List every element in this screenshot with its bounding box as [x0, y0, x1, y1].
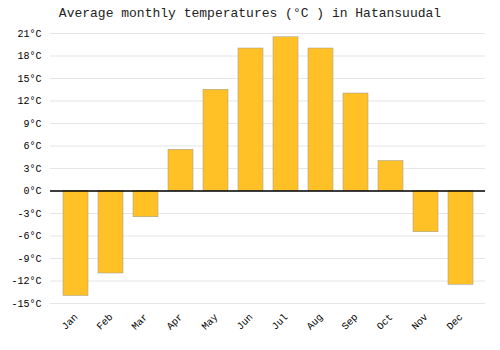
svg-text:Apr: Apr	[165, 312, 186, 333]
svg-text:May: May	[200, 312, 221, 333]
svg-text:21°C: 21°C	[17, 29, 41, 40]
svg-text:12°C: 12°C	[17, 96, 41, 107]
svg-text:Jul: Jul	[270, 312, 291, 333]
svg-text:6°C: 6°C	[23, 141, 41, 152]
svg-text:0°C: 0°C	[23, 186, 41, 197]
svg-text:9°C: 9°C	[23, 119, 41, 130]
svg-text:-9°C: -9°C	[17, 254, 41, 265]
svg-text:Nov: Nov	[410, 312, 431, 333]
svg-text:Aug: Aug	[305, 312, 326, 333]
svg-text:-12°C: -12°C	[11, 276, 41, 287]
svg-text:-3°C: -3°C	[17, 209, 41, 220]
svg-text:15°C: 15°C	[17, 74, 41, 85]
svg-text:Dec: Dec	[445, 312, 466, 333]
svg-text:3°C: 3°C	[23, 164, 41, 175]
svg-text:18°C: 18°C	[17, 51, 41, 62]
svg-text:Oct: Oct	[375, 312, 396, 333]
svg-text:-15°C: -15°C	[11, 299, 41, 310]
svg-text:Sep: Sep	[340, 312, 361, 333]
svg-text:-6°C: -6°C	[17, 231, 41, 242]
svg-text:Jan: Jan	[60, 312, 81, 333]
html-text:Average monthly temperatures (: Average monthly temperatures (°C ) in Ha…	[58, 6, 442, 21]
svg-text:Feb: Feb	[95, 312, 116, 333]
svg-text:Jun: Jun	[235, 312, 256, 333]
svg-text:Mar: Mar	[130, 312, 151, 333]
